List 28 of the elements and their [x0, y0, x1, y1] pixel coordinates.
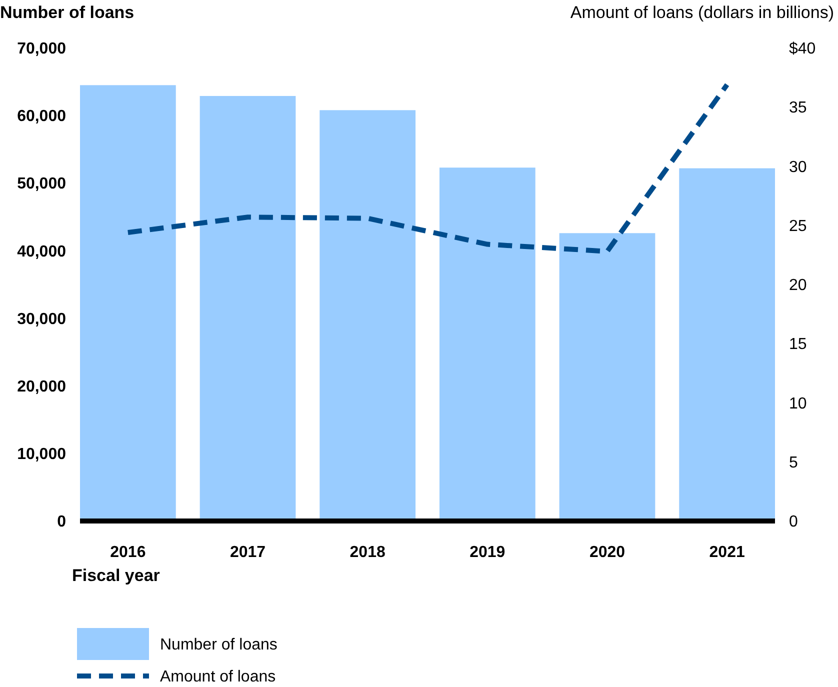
- y2-tick-label: 5: [789, 454, 798, 472]
- x-tick-label: 2016: [110, 544, 146, 561]
- y-tick-label: 40,000: [17, 243, 66, 260]
- y-tick-label: 30,000: [17, 310, 66, 328]
- y2-tick-label: 15: [789, 336, 807, 354]
- y2-tick-label: 20: [789, 277, 807, 294]
- x-tick-label: 2020: [589, 544, 626, 561]
- legend-label: Amount of loans: [160, 668, 276, 686]
- x-axis-title: Fiscal year: [72, 566, 160, 585]
- y2-axis-title: Amount of loans (dollars in billions): [570, 3, 834, 22]
- y-tick-label: 0: [57, 514, 66, 531]
- legend-label: Number of loans: [160, 636, 278, 654]
- y2-tick-label: 35: [789, 100, 807, 117]
- y2-tick-label: 30: [789, 158, 807, 176]
- x-tick-label: 2019: [470, 544, 506, 561]
- y2-tick-label: 25: [789, 218, 807, 235]
- x-tick-label: 2021: [709, 544, 745, 561]
- y-tick-label: 50,000: [17, 176, 66, 193]
- x-tick-label: 2017: [230, 544, 266, 561]
- y2-tick-label: $40: [789, 40, 816, 58]
- y-tick-label: 20,000: [17, 378, 66, 396]
- y-tick-label: 70,000: [17, 40, 66, 58]
- y-tick-label: 10,000: [17, 446, 66, 464]
- y2-tick-label: 0: [789, 514, 798, 531]
- x-tick-label: 2018: [350, 544, 386, 561]
- y-tick-label: 60,000: [17, 108, 66, 126]
- y2-tick-label: 10: [789, 395, 807, 412]
- y-axis-title: Number of loans: [0, 3, 134, 22]
